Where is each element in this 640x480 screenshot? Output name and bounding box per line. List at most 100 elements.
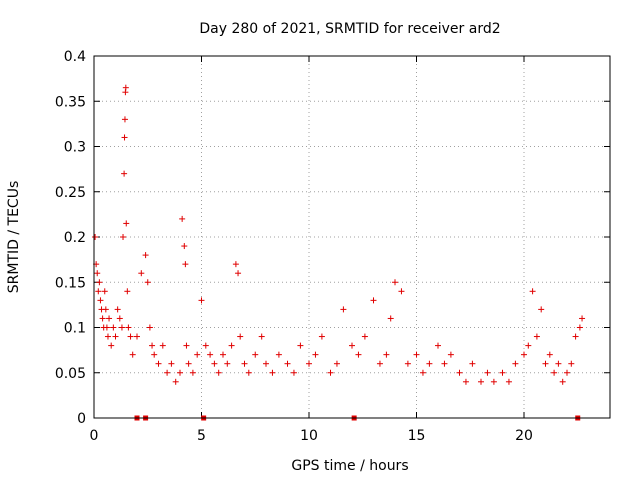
data-point — [340, 306, 347, 313]
data-point — [101, 288, 108, 295]
data-point — [211, 360, 218, 367]
x-tick-label: 5 — [197, 428, 206, 444]
data-point — [284, 360, 291, 367]
y-tick-label: 0.05 — [55, 366, 86, 382]
data-point — [96, 279, 103, 286]
data-point — [92, 234, 99, 240]
grid-lines — [94, 56, 610, 418]
data-point — [232, 261, 239, 268]
data-point — [241, 360, 248, 367]
data-point — [228, 342, 235, 349]
data-point — [127, 333, 134, 340]
data-point — [419, 369, 426, 376]
data-point — [114, 306, 121, 313]
data-point — [456, 369, 463, 376]
data-point — [559, 378, 566, 385]
data-point — [572, 333, 579, 340]
data-point — [297, 342, 304, 349]
data-point — [102, 306, 109, 313]
data-point — [144, 279, 151, 286]
data-point — [478, 378, 484, 385]
data-point — [155, 360, 162, 367]
data-point — [124, 288, 131, 295]
data-point — [179, 215, 186, 222]
data-point — [138, 270, 145, 277]
data-point — [327, 369, 334, 376]
data-point — [252, 351, 259, 358]
data-point — [546, 351, 553, 358]
data-point — [275, 351, 282, 358]
data-point — [94, 270, 101, 277]
data-point — [185, 360, 192, 367]
data-point — [312, 351, 319, 358]
data-point — [112, 333, 119, 340]
data-point — [172, 378, 179, 385]
data-point — [121, 170, 128, 177]
data-point — [207, 351, 214, 358]
data-point — [290, 369, 297, 376]
data-point — [224, 360, 231, 367]
y-tick-label: 0.4 — [64, 49, 86, 65]
data-point — [484, 369, 491, 376]
data-point — [142, 252, 149, 259]
data-point — [149, 342, 156, 349]
data-point — [383, 351, 390, 358]
y-axis-label: SRMTID / TECUs — [6, 181, 22, 294]
data-point — [512, 360, 519, 367]
data-point — [426, 360, 433, 367]
data-point — [237, 333, 244, 340]
data-point — [220, 351, 226, 358]
data-point — [462, 378, 469, 385]
x-tick-label: 15 — [408, 428, 426, 444]
data-point — [168, 360, 175, 367]
data-point — [435, 342, 441, 349]
data-point — [521, 351, 527, 358]
data-point — [576, 324, 583, 331]
data-point — [469, 360, 476, 367]
data-point — [555, 360, 562, 367]
x-axis-label: GPS time / hours — [291, 458, 408, 474]
data-point — [413, 351, 420, 358]
data-point — [164, 369, 171, 376]
data-point — [263, 360, 269, 367]
data-point — [538, 306, 545, 313]
x-tick-label: 20 — [515, 428, 533, 444]
data-point — [505, 378, 512, 385]
data-point — [245, 369, 252, 376]
data-point — [398, 288, 405, 295]
data-point — [355, 351, 362, 358]
data-point — [376, 360, 383, 367]
data-point — [387, 315, 394, 322]
data-point — [490, 378, 497, 385]
data-point — [118, 324, 125, 331]
data-point — [306, 360, 312, 367]
data-point — [121, 134, 128, 141]
data-point — [198, 297, 205, 304]
data-point — [525, 342, 532, 349]
data-point — [392, 279, 398, 286]
data-point — [110, 324, 117, 331]
data-point — [134, 333, 140, 340]
data-point — [447, 351, 454, 358]
y-tick-label: 0 — [77, 411, 86, 427]
data-point — [215, 369, 222, 376]
data-point — [120, 234, 127, 240]
plot-frame — [93, 55, 611, 419]
data-point — [146, 324, 153, 331]
data-point — [121, 116, 128, 123]
data-points — [92, 84, 586, 421]
y-tick-label: 0.1 — [64, 321, 86, 337]
data-point — [349, 342, 355, 349]
x-tick-label: 10 — [300, 428, 318, 444]
y-tick-label: 0.3 — [64, 140, 86, 156]
data-point — [258, 333, 265, 340]
data-point — [499, 369, 506, 376]
data-point — [542, 360, 549, 367]
chart-title: Day 280 of 2021, SRMTID for receiver ard… — [199, 21, 500, 37]
data-point — [99, 315, 106, 322]
data-point — [129, 351, 136, 358]
data-point — [202, 342, 209, 349]
data-point — [181, 243, 188, 250]
data-point — [116, 315, 123, 322]
